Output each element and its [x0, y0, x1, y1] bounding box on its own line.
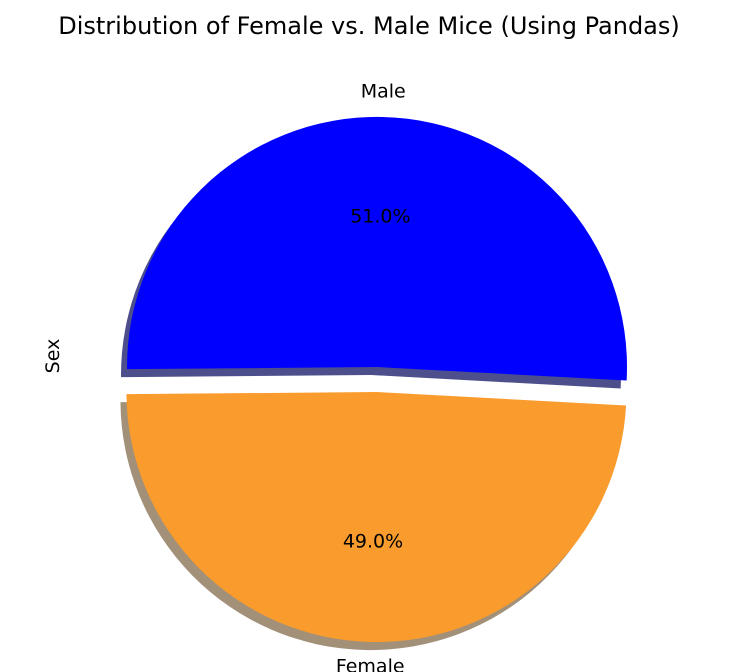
slice-labels: Female 49.0% Male 51.0%: [336, 81, 411, 672]
percent-label-female: 49.0%: [343, 531, 403, 553]
slice-label-female: Female: [336, 655, 405, 672]
pie-slices: [126, 116, 627, 643]
chart-title: Distribution of Female vs. Male Mice (Us…: [58, 12, 680, 40]
slice-label-male: Male: [361, 81, 406, 103]
percent-label-male: 51.0%: [350, 206, 410, 228]
pie-slice-female: [126, 391, 627, 643]
pie-slice-male: [126, 116, 627, 381]
y-axis-label: Sex: [42, 339, 64, 374]
